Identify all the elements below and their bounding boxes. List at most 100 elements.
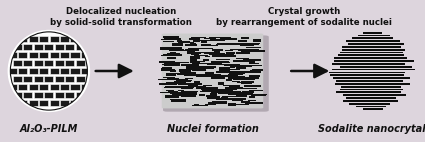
Bar xyxy=(39,52,48,58)
Bar xyxy=(236,58,249,59)
Bar xyxy=(207,53,220,54)
Bar xyxy=(39,84,48,90)
Bar xyxy=(243,49,259,51)
Bar xyxy=(216,44,230,45)
Bar xyxy=(23,76,32,82)
Bar xyxy=(222,96,239,97)
Bar xyxy=(28,52,38,58)
Bar xyxy=(8,36,17,42)
Bar xyxy=(221,89,233,92)
Bar xyxy=(166,82,174,83)
Bar xyxy=(205,56,210,57)
Bar xyxy=(168,38,181,40)
Ellipse shape xyxy=(8,30,90,112)
Bar xyxy=(218,92,233,94)
Bar xyxy=(194,74,204,76)
Bar xyxy=(183,86,190,87)
Bar xyxy=(218,82,224,85)
Bar xyxy=(232,43,239,44)
Bar xyxy=(204,74,221,77)
Bar xyxy=(165,86,180,88)
Bar xyxy=(167,78,176,79)
Bar xyxy=(251,94,267,95)
Bar xyxy=(165,70,172,71)
Bar xyxy=(236,67,246,69)
Bar xyxy=(190,43,196,44)
Bar xyxy=(352,37,393,39)
Bar xyxy=(233,60,248,62)
Bar xyxy=(18,84,27,90)
Bar xyxy=(228,104,236,106)
Bar xyxy=(8,52,17,58)
Bar xyxy=(246,102,263,104)
Bar xyxy=(224,50,232,51)
Bar xyxy=(363,32,382,34)
Bar xyxy=(204,38,216,39)
Bar xyxy=(232,81,240,83)
Bar xyxy=(225,98,232,100)
Bar xyxy=(241,51,257,52)
Bar xyxy=(249,75,260,77)
Bar xyxy=(181,88,190,89)
Bar xyxy=(212,55,222,57)
Bar xyxy=(198,63,215,64)
Bar xyxy=(184,84,199,85)
Bar xyxy=(342,49,405,51)
Bar xyxy=(228,76,244,79)
Bar xyxy=(174,81,191,83)
Bar xyxy=(212,101,227,104)
Bar xyxy=(13,44,22,50)
Bar xyxy=(252,103,259,104)
Bar xyxy=(167,49,184,50)
Bar xyxy=(233,78,251,80)
Bar xyxy=(177,73,192,75)
Bar xyxy=(191,54,199,55)
Bar xyxy=(243,71,250,73)
Bar xyxy=(190,59,197,61)
Bar xyxy=(212,62,230,63)
Bar xyxy=(163,54,179,56)
Bar xyxy=(172,43,183,46)
Bar xyxy=(205,74,215,75)
FancyBboxPatch shape xyxy=(162,34,263,108)
Bar xyxy=(230,98,246,100)
Bar xyxy=(233,71,251,73)
Bar xyxy=(184,74,196,76)
Bar xyxy=(39,68,48,74)
Bar xyxy=(178,79,187,81)
Bar xyxy=(60,84,69,90)
Bar xyxy=(188,49,197,51)
Bar xyxy=(194,55,208,56)
Bar xyxy=(178,41,190,42)
Bar xyxy=(241,81,254,83)
Bar xyxy=(65,76,74,82)
Bar xyxy=(71,100,79,106)
Bar xyxy=(238,49,247,51)
Bar xyxy=(202,88,212,89)
Bar xyxy=(247,77,255,79)
Bar xyxy=(235,74,243,75)
Bar xyxy=(201,66,216,68)
Bar xyxy=(159,83,176,85)
Bar xyxy=(241,53,250,54)
Bar xyxy=(238,66,244,68)
Bar xyxy=(39,36,48,42)
Bar xyxy=(162,68,171,71)
Bar xyxy=(194,67,207,69)
Bar xyxy=(160,84,177,85)
Bar xyxy=(202,89,217,92)
Bar xyxy=(65,60,74,66)
Bar xyxy=(76,76,85,82)
Bar xyxy=(333,77,410,79)
Bar xyxy=(60,100,69,106)
Bar xyxy=(188,48,201,49)
Bar xyxy=(181,92,197,95)
Bar xyxy=(248,100,255,101)
Bar xyxy=(227,52,235,54)
Bar xyxy=(60,52,69,58)
Bar xyxy=(249,90,263,91)
Bar xyxy=(163,36,179,38)
Bar xyxy=(81,84,90,90)
Bar xyxy=(223,99,241,100)
Bar xyxy=(8,100,17,106)
